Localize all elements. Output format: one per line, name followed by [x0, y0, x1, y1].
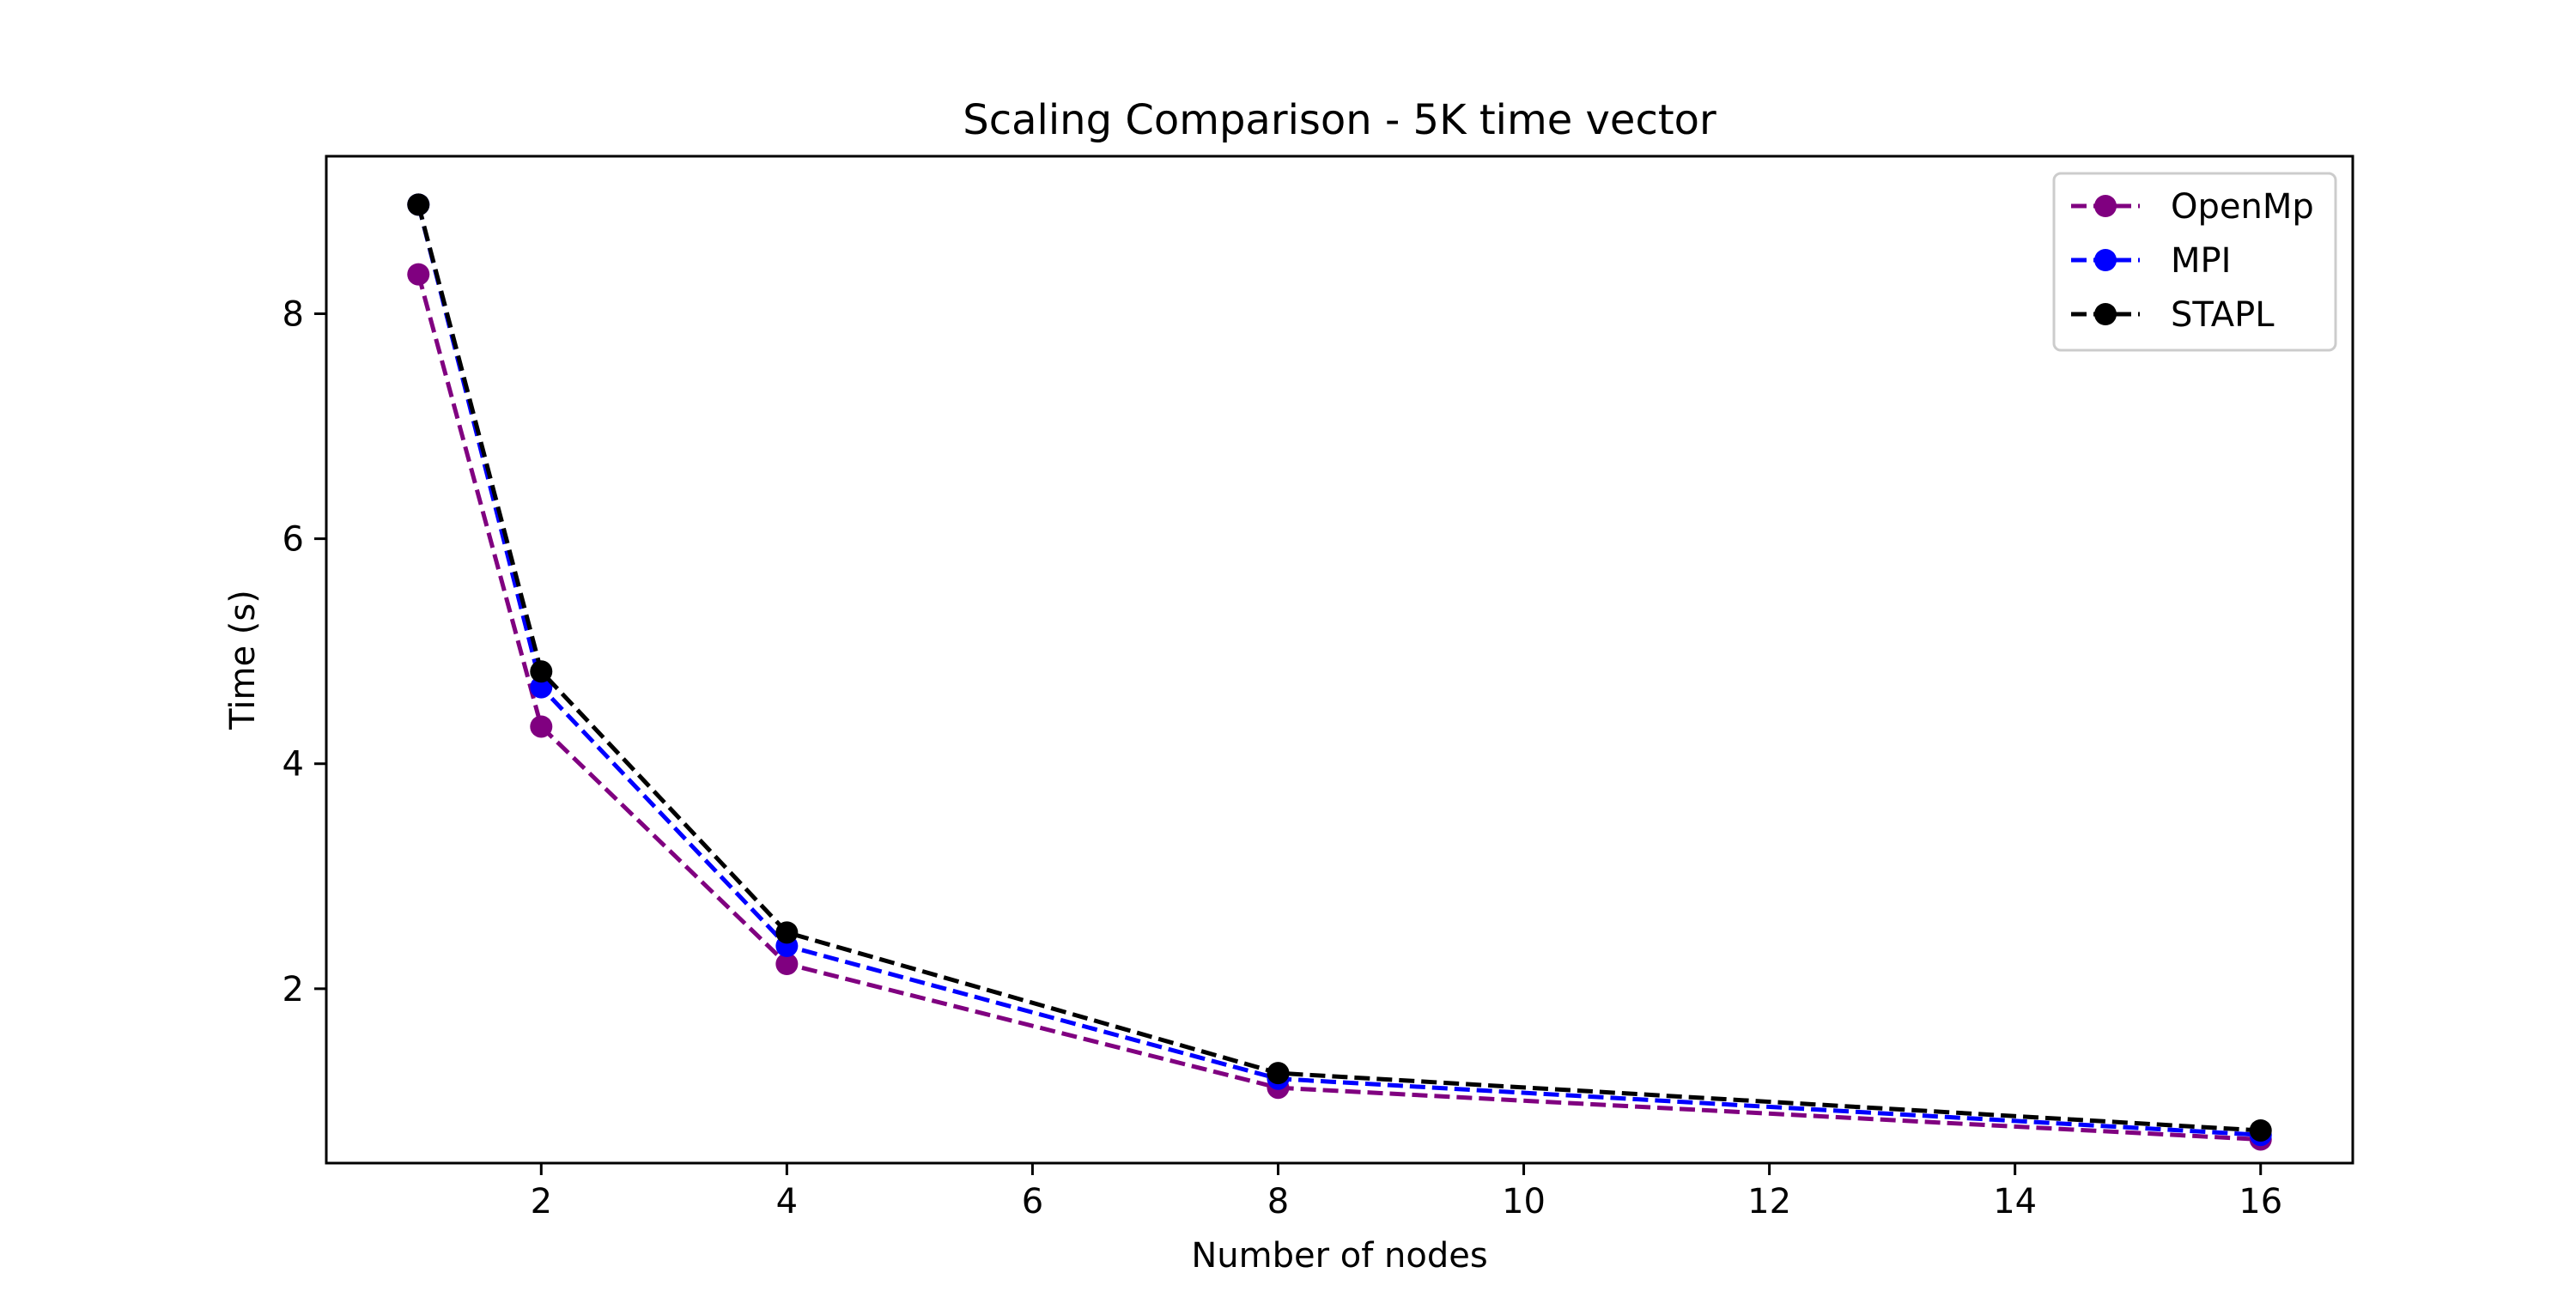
data-point-stapl: [407, 193, 430, 216]
data-point-openmp: [530, 715, 553, 738]
legend-item-stapl: STAPL: [2071, 295, 2275, 335]
legend-swatch-marker: [2094, 303, 2117, 325]
legend-label: STAPL: [2171, 295, 2275, 335]
chart-title: Scaling Comparison - 5K time vector: [963, 96, 1716, 144]
x-tick-label: 16: [2239, 1182, 2282, 1221]
legend-box: [2052, 172, 2337, 352]
data-point-stapl: [2249, 1118, 2272, 1142]
legend-label: MPI: [2171, 241, 2231, 281]
y-axis-label: Time (s): [223, 590, 263, 730]
x-tick-label: 8: [1267, 1182, 1289, 1221]
series-stapl: [407, 193, 2272, 1142]
legend-swatch-marker: [2094, 249, 2117, 271]
data-point-openmp: [407, 263, 430, 286]
legend-label: OpenMp: [2171, 187, 2314, 227]
x-axis-label: Number of nodes: [1191, 1236, 1487, 1276]
y-tick-label: 4: [283, 745, 304, 785]
legend-swatch-marker: [2094, 195, 2117, 217]
x-tick-label: 10: [1502, 1182, 1546, 1221]
x-tick-label: 2: [531, 1182, 552, 1221]
plot-frame: [325, 155, 2354, 1165]
data-point-stapl: [1267, 1062, 1290, 1085]
legend-item-mpi: MPI: [2071, 241, 2231, 281]
x-tick-label: 12: [1747, 1182, 1791, 1221]
y-tick-label: 6: [283, 520, 304, 560]
data-point-openmp: [775, 953, 799, 976]
y-tick-label: 2: [283, 970, 304, 1009]
data-point-mpi: [530, 676, 553, 699]
series-layer: [407, 193, 2272, 1151]
x-tick-label: 4: [776, 1182, 798, 1221]
data-point-stapl: [775, 921, 799, 944]
data-point-stapl: [530, 660, 553, 683]
x-tick-label: 6: [1022, 1182, 1043, 1221]
legend: OpenMp MPI STAPL: [2052, 172, 2337, 352]
y-tick-label: 8: [283, 294, 304, 334]
axes-layer: 2 4 6 8 10 12 14 16 2 4 6 8: [283, 155, 2354, 1221]
x-tick-label: 14: [1993, 1182, 2037, 1221]
legend-item-openmp: OpenMp: [2071, 187, 2314, 227]
